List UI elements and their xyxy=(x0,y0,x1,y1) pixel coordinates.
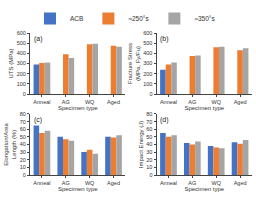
svg-text:Anneal: Anneal xyxy=(160,99,177,105)
svg-text:70: 70 xyxy=(146,118,152,124)
svg-text:10: 10 xyxy=(146,164,152,170)
svg-text:60: 60 xyxy=(20,126,26,132)
svg-text:ACB: ACB xyxy=(70,15,83,22)
svg-text:Specimen type: Specimen type xyxy=(184,186,224,192)
svg-text:0: 0 xyxy=(23,172,26,178)
svg-text:AG: AG xyxy=(62,99,70,105)
svg-text:WQ: WQ xyxy=(211,180,221,186)
svg-text:30: 30 xyxy=(146,149,152,155)
svg-text:50: 50 xyxy=(20,134,26,140)
svg-text:AG: AG xyxy=(62,180,70,186)
svg-text:40: 40 xyxy=(146,141,152,147)
svg-text:200: 200 xyxy=(143,71,152,77)
svg-text:400: 400 xyxy=(17,50,26,56)
svg-text:0: 0 xyxy=(23,91,26,97)
svg-text:20: 20 xyxy=(20,157,26,163)
svg-text:0: 0 xyxy=(149,91,152,97)
svg-text:300: 300 xyxy=(17,60,26,66)
svg-text:400: 400 xyxy=(143,50,152,56)
svg-text:AG: AG xyxy=(188,180,196,186)
svg-text:80: 80 xyxy=(146,111,152,117)
svg-text:Aged: Aged xyxy=(107,180,120,186)
svg-text:≈350°s: ≈350°s xyxy=(194,15,215,22)
svg-text:50: 50 xyxy=(146,134,152,140)
svg-text:≈250°s: ≈250°s xyxy=(128,15,149,22)
svg-text:(a): (a) xyxy=(34,35,43,43)
svg-text:600: 600 xyxy=(17,30,26,36)
svg-text:500: 500 xyxy=(143,40,152,46)
svg-text:UTS (MPa): UTS (MPa) xyxy=(8,49,14,79)
svg-text:100: 100 xyxy=(143,81,152,87)
svg-text:(c): (c) xyxy=(34,116,42,124)
svg-text:Anneal: Anneal xyxy=(33,99,50,105)
svg-text:AG: AG xyxy=(188,99,196,105)
svg-text:10: 10 xyxy=(20,164,26,170)
svg-text:500: 500 xyxy=(17,40,26,46)
svg-text:(d): (d) xyxy=(160,116,169,124)
svg-text:200: 200 xyxy=(17,71,26,77)
svg-text:Specimen type: Specimen type xyxy=(58,186,98,192)
svg-text:Specimen type: Specimen type xyxy=(58,105,98,111)
svg-text:Aged: Aged xyxy=(234,180,247,186)
svg-text:Fracture Stress(MPa, Fy/Fu): Fracture Stress(MPa, Fy/Fu) xyxy=(127,43,141,84)
svg-text:70: 70 xyxy=(20,118,26,124)
svg-text:WQ: WQ xyxy=(85,99,95,105)
svg-text:WQ: WQ xyxy=(211,99,221,105)
svg-text:Aged: Aged xyxy=(234,99,247,105)
svg-text:60: 60 xyxy=(146,126,152,132)
svg-text:Aged: Aged xyxy=(107,99,120,105)
svg-text:Anneal: Anneal xyxy=(33,180,50,186)
svg-text:100: 100 xyxy=(17,81,26,87)
svg-text:600: 600 xyxy=(143,30,152,36)
svg-text:Specimen type: Specimen type xyxy=(184,105,224,111)
svg-text:0: 0 xyxy=(149,172,152,178)
svg-text:30: 30 xyxy=(20,149,26,155)
svg-text:40: 40 xyxy=(20,141,26,147)
svg-text:Elongation/AreaLength (%): Elongation/AreaLength (%) xyxy=(3,122,17,165)
svg-text:80: 80 xyxy=(20,111,26,117)
svg-text:(b): (b) xyxy=(160,35,169,43)
svg-text:Anneal: Anneal xyxy=(160,180,177,186)
svg-text:300: 300 xyxy=(143,60,152,66)
svg-text:WQ: WQ xyxy=(85,180,95,186)
svg-text:Impact Energy (J): Impact Energy (J) xyxy=(138,121,144,168)
svg-text:20: 20 xyxy=(146,157,152,163)
